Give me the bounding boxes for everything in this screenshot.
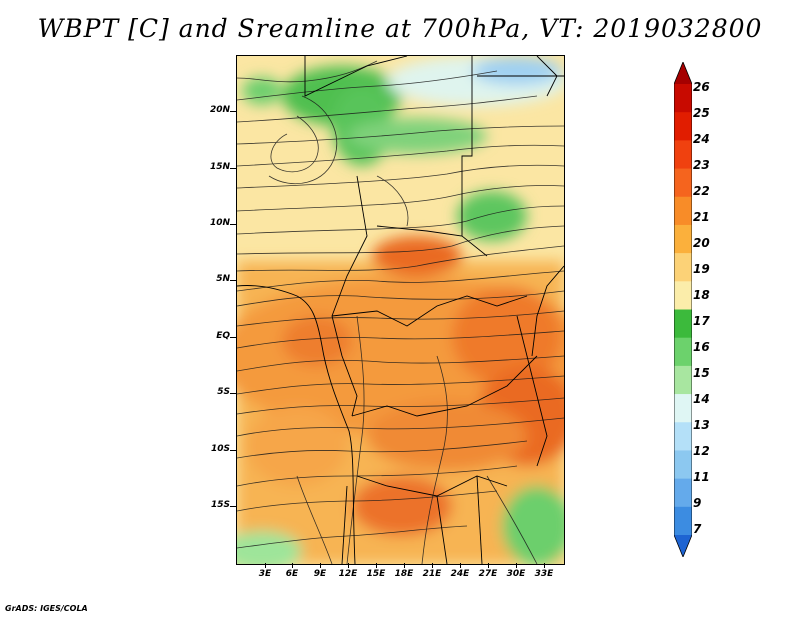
colorbar-segment [674, 281, 692, 310]
lat-tick [230, 450, 236, 451]
colorbar-label: 14 [693, 392, 710, 406]
lon-label-30e: 30E [506, 569, 526, 579]
wbpt-shading [237, 56, 564, 564]
lon-label-33e: 33E [534, 569, 554, 579]
lon-tick [404, 563, 405, 568]
colorbar-segment [674, 422, 692, 451]
colorbar-label: 7 [693, 522, 702, 536]
lon-label-15e: 15E [366, 569, 386, 579]
lon-label-9e: 9E [313, 569, 327, 579]
colorbar-segment [674, 337, 692, 367]
colorbar-segment [674, 112, 692, 141]
lon-label-12e: 12E [338, 569, 358, 579]
lon-label-18e: 18E [394, 569, 414, 579]
lat-tick [230, 337, 236, 338]
colorbar-label: 9 [693, 496, 702, 510]
lat-label-5s: 5S [217, 387, 230, 397]
lat-label-15n: 15N [209, 162, 230, 172]
colorbar-segment [674, 394, 692, 423]
colorbar-label: 20 [693, 236, 710, 250]
colorbar-label: 17 [693, 314, 710, 328]
colorbar-label: 21 [693, 210, 710, 224]
colorbar-segment [674, 506, 692, 536]
lon-tick [265, 563, 266, 568]
lat-tick [230, 506, 236, 507]
colorbar-segment [674, 478, 692, 508]
colorbar-label: 25 [693, 106, 710, 120]
colorbar-label: 24 [693, 132, 710, 146]
lon-label-21e: 21E [422, 569, 442, 579]
lat-label-10n: 10N [209, 218, 230, 228]
lon-tick [320, 563, 321, 568]
lat-tick [230, 168, 236, 169]
colorbar-segments [674, 84, 692, 536]
colorbar [674, 62, 692, 557]
colorbar-bottom-arrow [674, 535, 692, 557]
lat-tick [230, 280, 236, 281]
lat-label-eq: EQ [216, 331, 230, 341]
colorbar-segment [674, 253, 692, 282]
colorbar-label: 19 [693, 262, 710, 276]
lon-label-6e: 6E [285, 569, 299, 579]
colorbar-label: 15 [693, 366, 710, 380]
colorbar-top-arrow [674, 62, 692, 84]
lat-tick [230, 393, 236, 394]
lat-tick [230, 111, 236, 112]
colorbar-segment [674, 309, 692, 339]
lat-label-20n: 20N [209, 105, 230, 115]
boundaries [237, 56, 564, 564]
colorbar-segment [674, 84, 692, 113]
colorbar-label: 23 [693, 158, 710, 172]
map-panel [236, 55, 565, 565]
colorbar-segment [674, 140, 692, 170]
colorbar-segment [674, 196, 692, 226]
lon-tick [376, 563, 377, 568]
colorbar-label: 16 [693, 340, 710, 354]
colorbar-label: 26 [693, 80, 710, 94]
colorbar-label: 11 [693, 470, 710, 484]
chart-title: WBPT [C] and Sreamline at 700hPa, VT: 20… [37, 14, 763, 43]
colorbar-label: 22 [693, 184, 710, 198]
lat-label-15s: 15S [210, 500, 230, 510]
lon-tick [460, 563, 461, 568]
credit-text: GrADS: IGES/COLA [5, 604, 88, 613]
lat-tick [230, 224, 236, 225]
lon-label-24e: 24E [450, 569, 470, 579]
lat-label-5n: 5N [216, 274, 230, 284]
colorbar-label: 18 [693, 288, 710, 302]
lon-tick [292, 563, 293, 568]
lon-label-27e: 27E [478, 569, 498, 579]
colorbar-label: 13 [693, 418, 710, 432]
lon-tick [488, 563, 489, 568]
lat-label-10s: 10S [210, 444, 230, 454]
colorbar-segment [674, 224, 692, 254]
lon-tick [348, 563, 349, 568]
lon-label-3e: 3E [258, 569, 272, 579]
colorbar-label: 12 [693, 444, 710, 458]
lon-tick [544, 563, 545, 568]
streamlines [237, 60, 564, 564]
lon-tick [516, 563, 517, 568]
colorbar-segment [674, 365, 692, 395]
lon-tick [432, 563, 433, 568]
colorbar-segment [674, 450, 692, 480]
colorbar-segment [674, 168, 692, 198]
wbpt-streamline-map [237, 56, 564, 564]
